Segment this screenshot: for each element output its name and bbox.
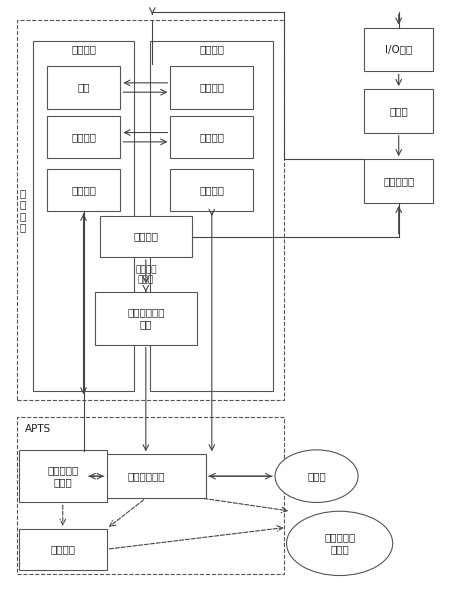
- Text: 应用节点: 应用节点: [71, 44, 96, 54]
- Text: 控制代理: 控制代理: [71, 185, 96, 195]
- Text: 深度强化学
习引擎: 深度强化学 习引擎: [47, 466, 78, 487]
- Text: 目
标
系
统: 目 标 系 统: [19, 188, 25, 232]
- Bar: [364, 89, 433, 133]
- Bar: [95, 292, 197, 345]
- Bar: [47, 67, 120, 109]
- Text: 贪心参数选择
算法: 贪心参数选择 算法: [127, 307, 164, 329]
- Bar: [99, 216, 192, 257]
- Text: 检查点和控
制模型: 检查点和控 制模型: [324, 533, 355, 554]
- Bar: [47, 116, 120, 158]
- Bar: [19, 529, 106, 570]
- Bar: [19, 450, 106, 503]
- Bar: [86, 454, 206, 498]
- Text: 监控代理: 监控代理: [199, 132, 224, 142]
- Text: 性能度量: 性能度量: [133, 231, 158, 241]
- Bar: [170, 116, 253, 158]
- Text: 接口守护进程: 接口守护进程: [127, 471, 164, 481]
- Bar: [17, 417, 284, 574]
- Bar: [17, 20, 284, 400]
- Text: I/O负载: I/O负载: [385, 44, 412, 54]
- Text: 监控代理: 监控代理: [71, 132, 96, 142]
- Bar: [150, 41, 273, 391]
- Ellipse shape: [275, 450, 358, 503]
- Bar: [47, 169, 120, 211]
- Text: 记忆池: 记忆池: [307, 471, 326, 481]
- Text: 服务项目: 服务项目: [199, 83, 224, 93]
- Text: 控制代理: 控制代理: [199, 185, 224, 195]
- Text: 操作检查: 操作检查: [50, 544, 75, 554]
- Bar: [170, 67, 253, 109]
- Bar: [364, 28, 433, 71]
- Bar: [170, 169, 253, 211]
- Text: APTS: APTS: [25, 424, 51, 434]
- Bar: [364, 159, 433, 203]
- Text: 调度器: 调度器: [389, 106, 408, 116]
- Text: 应用: 应用: [77, 83, 90, 93]
- Ellipse shape: [287, 512, 393, 575]
- Text: 模型提取器: 模型提取器: [383, 176, 414, 186]
- Bar: [33, 41, 134, 391]
- Text: 服务节点: 服务节点: [199, 44, 224, 54]
- Text: 拉丁超立
方抽样: 拉丁超立 方抽样: [135, 265, 156, 284]
